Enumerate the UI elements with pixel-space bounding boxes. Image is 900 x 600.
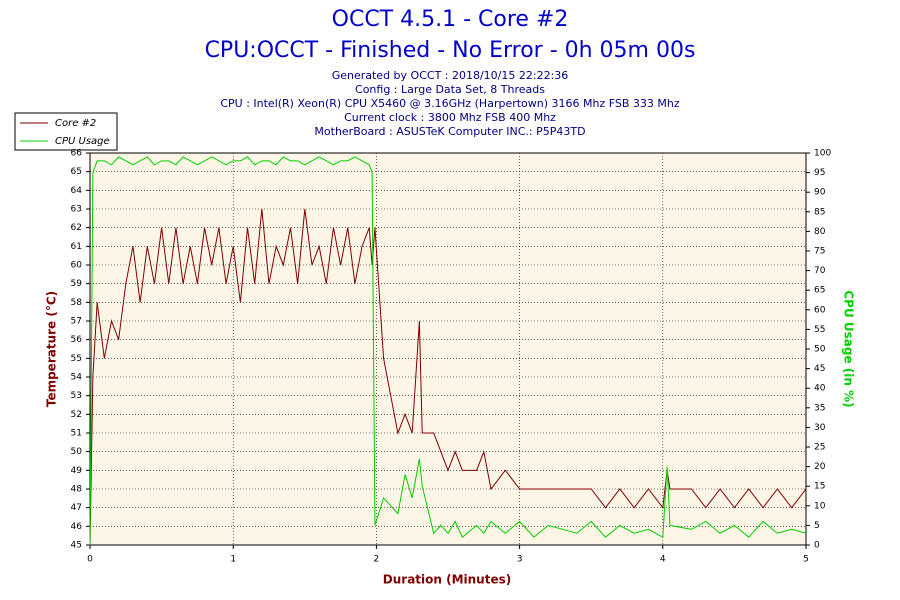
x-tick-label: 3	[517, 555, 523, 565]
series-line	[89, 156, 807, 546]
y-tick-label: 57	[71, 317, 82, 327]
y-tick-label: 61	[71, 242, 82, 252]
legend-label: CPU Usage	[55, 136, 110, 147]
y-tick-label: 65	[71, 167, 82, 177]
x-tick-label: 5	[803, 555, 809, 565]
legend-label: Core #2	[55, 118, 96, 129]
y-tick-label: 59	[71, 279, 83, 289]
y2-tick-label: 20	[814, 462, 826, 472]
info-line: Config : Large Data Set, 8 Threads	[355, 83, 545, 96]
y-tick-label: 48	[71, 485, 83, 495]
info-line: Current clock : 3800 Mhz FSB 400 Mhz	[344, 111, 556, 124]
y2-tick-label: 95	[814, 168, 825, 178]
y2-tick-label: 15	[814, 482, 825, 492]
y2-tick-label: 70	[814, 266, 826, 276]
plot-area	[89, 152, 807, 546]
y2-tick-label: 25	[814, 443, 825, 453]
y2-tick-label: 75	[814, 247, 825, 257]
info-line: CPU : Intel(R) Xeon(R) CPU X5460 @ 3.16G…	[220, 97, 680, 110]
y2-tick-label: 40	[814, 384, 826, 394]
y2-tick-label: 65	[814, 286, 825, 296]
chart-title: OCCT 4.5.1 - Core #2	[332, 7, 569, 32]
y-tick-label: 52	[71, 410, 82, 420]
y-tick-label: 63	[71, 205, 82, 215]
legend	[14, 112, 118, 151]
y2-axis-label: CPU Usage (in %)	[842, 290, 856, 407]
info-line: Generated by OCCT : 2018/10/15 22:22:36	[332, 69, 569, 82]
y2-tick-label: 35	[814, 403, 825, 413]
y2-tick-label: 0	[814, 541, 820, 551]
y-tick-label: 54	[71, 373, 83, 383]
y-tick-label: 45	[71, 541, 82, 551]
info-line: MotherBoard : ASUSTeK Computer INC.: P5P…	[314, 125, 585, 138]
y2-tick-label: 55	[814, 325, 825, 335]
y2-tick-label: 85	[814, 207, 825, 217]
x-tick-label: 2	[374, 555, 380, 565]
y2-tick-label: 45	[814, 364, 825, 374]
y-tick-label: 62	[71, 223, 82, 233]
y-tick-label: 51	[71, 429, 82, 439]
y-tick-label: 64	[71, 186, 83, 196]
y2-tick-label: 90	[814, 188, 826, 198]
y-tick-label: 53	[71, 391, 82, 401]
y-tick-label: 50	[71, 447, 83, 457]
y2-tick-label: 60	[814, 305, 826, 315]
y2-tick-label: 10	[814, 501, 826, 511]
x-tick-label: 1	[230, 555, 236, 565]
series-line	[89, 208, 807, 546]
y-tick-label: 60	[71, 261, 83, 271]
y2-tick-label: 5	[814, 521, 820, 531]
y-tick-label: 46	[71, 522, 83, 532]
chart-subtitle: CPU:OCCT - Finished - No Error - 0h 05m …	[205, 38, 696, 63]
y-tick-label: 56	[71, 335, 83, 345]
x-tick-label: 4	[660, 555, 666, 565]
y-tick-label: 66	[71, 149, 83, 159]
y2-tick-label: 50	[814, 345, 826, 355]
x-tick-label: 0	[87, 555, 93, 565]
y-tick-label: 47	[71, 503, 82, 513]
y2-tick-label: 100	[814, 149, 831, 159]
y-tick-label: 58	[71, 298, 83, 308]
y-axis-label: Temperature (°C)	[45, 291, 59, 407]
y2-tick-label: 30	[814, 423, 826, 433]
y-tick-label: 49	[71, 466, 83, 476]
x-axis-label: Duration (Minutes)	[383, 573, 511, 587]
y2-tick-label: 80	[814, 227, 826, 237]
y-tick-label: 55	[71, 354, 82, 364]
